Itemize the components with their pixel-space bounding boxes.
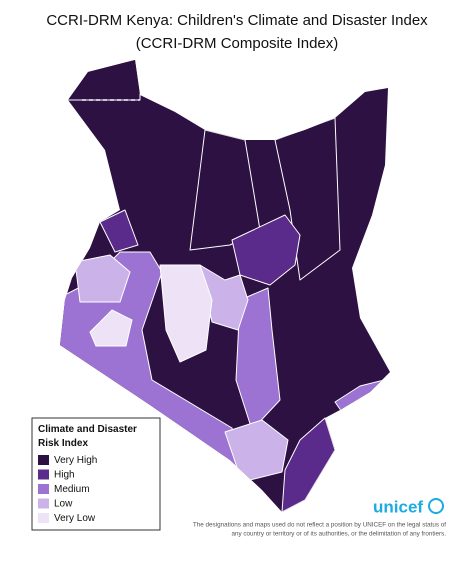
region — [235, 287, 281, 431]
legend-title: Risk Index — [38, 438, 88, 449]
logo-emblem — [428, 498, 444, 514]
legend-swatch — [38, 455, 49, 465]
legend-swatch — [38, 484, 49, 494]
legend-title: Climate and Disaster — [38, 424, 137, 435]
legend-label: Low — [54, 499, 73, 510]
legend: Climate and Disaster Risk Index Very Hig… — [31, 417, 161, 531]
legend-swatch — [38, 513, 49, 523]
region — [99, 209, 139, 253]
region — [199, 264, 249, 331]
legend-box — [31, 417, 161, 531]
legend-label: Very Low — [54, 513, 96, 524]
legend-swatch — [38, 469, 49, 480]
legend-label: High — [54, 470, 75, 481]
disclaimer: any country or territory or of its autho… — [231, 531, 446, 538]
map-subtitle: (CCRI-DRM Composite Index) — [136, 35, 339, 52]
disclaimer: The designations and maps used do not re… — [193, 522, 446, 529]
region — [74, 254, 131, 303]
region — [159, 264, 213, 363]
legend-label: Very High — [54, 455, 97, 466]
unicef-logo: unicef — [373, 497, 423, 516]
legend-label: Medium — [54, 484, 90, 495]
legend-swatch — [38, 498, 49, 509]
region — [89, 309, 133, 347]
map-title: CCRI-DRM Kenya: Children's Climate and D… — [46, 12, 428, 29]
region — [60, 60, 141, 101]
region — [281, 417, 336, 512]
